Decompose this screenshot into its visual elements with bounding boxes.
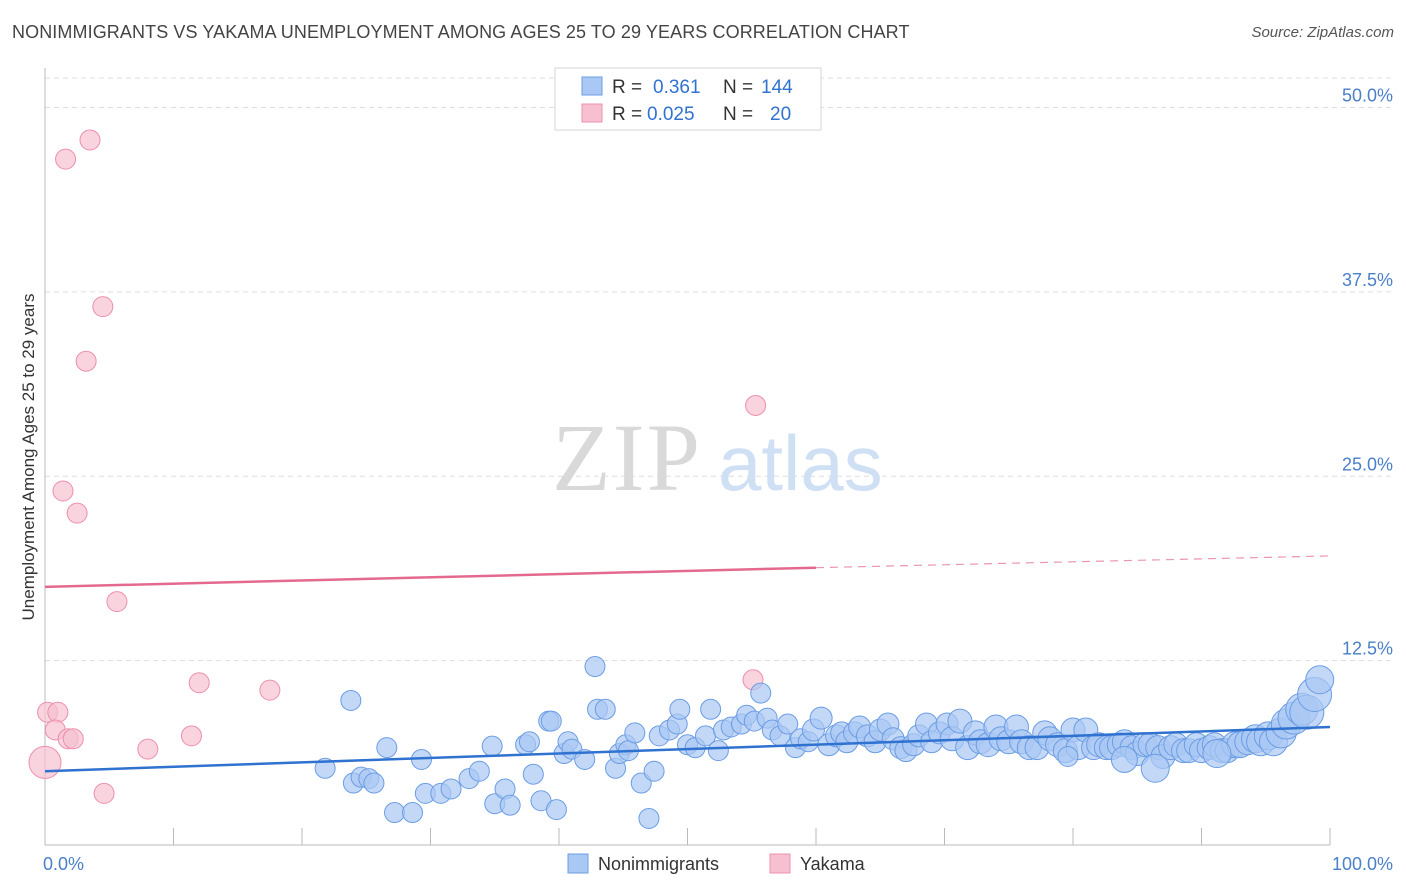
source-label: Source: ZipAtlas.com (1251, 24, 1394, 41)
data-point (1110, 745, 1138, 773)
data-point (137, 738, 159, 760)
bottom-legend-swatch-blue (567, 853, 589, 874)
data-point (384, 802, 406, 824)
data-point (707, 740, 729, 762)
data-point (1057, 746, 1079, 767)
data-point (594, 698, 616, 720)
data-point (1140, 753, 1170, 783)
data-point (55, 148, 77, 170)
y-tick-label: 12.5% (1342, 639, 1393, 659)
data-point (574, 748, 596, 770)
data-point (340, 689, 362, 711)
legend-n-value-1: 144 (761, 77, 793, 98)
data-point (545, 799, 567, 821)
legend-swatch-blue (581, 76, 603, 96)
data-point (522, 763, 544, 785)
y-tick-label: 37.5% (1342, 270, 1393, 290)
data-point (809, 706, 833, 730)
data-point (499, 794, 521, 816)
trend-line-yakama-extension (815, 555, 1331, 569)
data-point (1202, 739, 1232, 769)
tick-labels: 12.5% 25.0% 37.5% 50.0% 0.0% 100.0% (43, 86, 1393, 875)
trend-lines (44, 555, 1331, 773)
legend-r-value-2: 0.025 (647, 104, 695, 125)
legend-n-value-2: 20 (770, 104, 791, 125)
x-tick-label: 100.0% (1332, 854, 1393, 874)
y-tick-label: 50.0% (1342, 86, 1393, 106)
legend-r-label-2: R = (612, 104, 642, 125)
grid-lines (45, 77, 1392, 662)
yakama-points (28, 129, 767, 804)
correlation-legend: R = 0.361 N = 144 R = 0.025 N = 20 (554, 67, 822, 131)
data-point (180, 725, 202, 747)
data-point (259, 679, 281, 701)
data-point (106, 591, 128, 613)
data-point (584, 656, 606, 678)
trend-line-nonimmigrants (44, 725, 1331, 773)
data-point (745, 394, 767, 416)
nonimmigrant-points (314, 656, 1335, 829)
chart-title: NONIMMIGRANTS VS YAKAMA UNEMPLOYMENT AMO… (12, 22, 910, 42)
data-point (62, 728, 84, 750)
data-point (363, 772, 385, 794)
data-point (624, 722, 646, 744)
data-point (79, 129, 101, 151)
legend-r-label-1: R = (612, 77, 642, 98)
watermark-zip: ZIP (552, 404, 702, 511)
y-axis-title: Unemployment Among Ages 25 to 29 years (19, 294, 38, 621)
data-point (638, 807, 660, 829)
series-legend: Nonimmigrants Yakama (567, 853, 866, 874)
legend-n-label-2: N = (723, 104, 753, 125)
bottom-legend-nonimmigrants: Nonimmigrants (598, 854, 719, 874)
data-point (314, 757, 336, 779)
data-point (643, 760, 665, 782)
data-point (66, 502, 88, 524)
data-point (440, 778, 462, 800)
bottom-legend-swatch-pink (769, 853, 791, 874)
data-point (1305, 665, 1335, 695)
y-tick-label: 25.0% (1342, 454, 1393, 474)
data-point (669, 698, 691, 720)
data-point (481, 735, 503, 757)
data-point (75, 350, 97, 372)
data-point (52, 480, 74, 502)
legend-r-value-1: 0.361 (653, 77, 701, 98)
bottom-legend-yakama: Yakama (800, 854, 866, 874)
data-point (92, 296, 114, 318)
legend-swatch-pink (581, 103, 603, 123)
data-point (402, 802, 424, 824)
watermark-atlas: atlas (718, 419, 883, 507)
data-point (47, 701, 69, 723)
data-point (518, 731, 540, 753)
data-point (750, 682, 772, 704)
x-tick-label: 0.0% (43, 854, 84, 874)
data-point (28, 745, 62, 779)
data-point (540, 710, 562, 732)
data-point (188, 672, 210, 694)
data-point (93, 782, 115, 804)
data-point (468, 760, 490, 782)
data-point (700, 698, 722, 720)
legend-n-label-1: N = (723, 77, 753, 98)
trend-line-yakama (44, 566, 817, 589)
data-point (376, 737, 398, 759)
data-point (777, 713, 799, 735)
